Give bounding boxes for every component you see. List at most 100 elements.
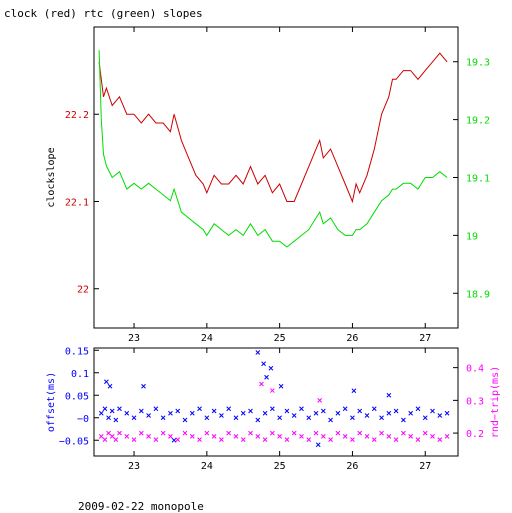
x-tick-label: 23	[128, 461, 140, 472]
point-offset	[313, 410, 319, 416]
y2-tick-label: 19.1	[466, 174, 490, 185]
point-offset	[107, 383, 113, 389]
series-line-rtc	[98, 50, 448, 248]
point-rndtrip	[306, 437, 312, 442]
point-offset	[104, 379, 109, 385]
point-rndtrip	[240, 437, 246, 442]
point-offset	[320, 408, 326, 414]
point-rndtrip	[342, 434, 348, 439]
point-rndtrip	[226, 430, 232, 436]
point-rndtrip	[211, 434, 217, 439]
point-offset	[364, 413, 370, 418]
point-rndtrip	[146, 434, 151, 439]
point-offset	[197, 406, 202, 412]
point-rndtrip	[270, 430, 275, 436]
point-offset	[117, 406, 122, 412]
x-tick-label: 24	[201, 333, 213, 344]
y-tick-label: 22.2	[65, 110, 89, 121]
point-offset	[379, 415, 384, 421]
point-rndtrip	[197, 437, 202, 442]
point-rndtrip	[284, 437, 290, 442]
point-offset	[168, 410, 173, 416]
point-offset	[109, 408, 115, 414]
point-rndtrip	[109, 434, 115, 439]
point-offset	[415, 406, 421, 412]
series-line-clock	[98, 52, 448, 204]
y-axis-label: clockslope	[46, 147, 57, 207]
y-tick-label: 0.1	[71, 369, 89, 380]
point-rndtrip	[259, 381, 264, 387]
point-rndtrip	[204, 430, 210, 436]
point-offset	[171, 437, 177, 443]
point-rndtrip	[437, 437, 443, 442]
point-offset	[175, 408, 181, 414]
y2-tick-label: 18.9	[466, 289, 490, 300]
point-offset	[408, 410, 414, 416]
point-rndtrip	[138, 430, 144, 436]
point-rndtrip	[160, 430, 166, 436]
x-tick-label: 25	[274, 333, 286, 344]
point-offset	[211, 408, 217, 414]
point-rndtrip	[317, 398, 323, 403]
point-rndtrip	[255, 434, 261, 439]
point-offset	[270, 406, 275, 412]
point-offset	[248, 408, 253, 414]
point-rndtrip	[248, 430, 253, 436]
y-tick-label: −0.05	[59, 436, 89, 447]
point-offset	[240, 410, 246, 416]
point-rndtrip	[379, 430, 384, 436]
point-offset	[299, 406, 304, 412]
point-rndtrip	[386, 434, 392, 439]
point-offset	[153, 406, 159, 412]
point-offset	[277, 415, 282, 421]
point-rndtrip	[182, 430, 188, 436]
point-offset	[255, 350, 261, 355]
point-offset	[226, 406, 232, 412]
point-offset	[141, 383, 146, 389]
point-rndtrip	[335, 430, 341, 436]
point-rndtrip	[415, 437, 421, 442]
point-offset	[386, 410, 392, 416]
point-offset	[335, 410, 341, 416]
plot-frame-0	[93, 26, 459, 329]
point-offset	[262, 410, 268, 416]
y-tick-label: 22.1	[65, 197, 89, 208]
point-offset	[255, 417, 261, 423]
point-rndtrip	[175, 437, 181, 442]
point-offset	[268, 365, 274, 371]
point-rndtrip	[328, 437, 333, 442]
point-rndtrip	[430, 434, 435, 439]
point-offset	[106, 415, 111, 421]
point-offset	[124, 410, 130, 416]
point-offset	[189, 410, 195, 416]
point-offset	[219, 413, 224, 418]
y2-tick-label: 19	[466, 231, 478, 242]
point-rndtrip	[350, 437, 355, 442]
point-offset	[233, 415, 239, 421]
point-rndtrip	[408, 434, 414, 439]
y-tick-label: −0	[77, 414, 89, 425]
point-rndtrip	[270, 388, 275, 393]
point-rndtrip	[106, 430, 111, 436]
point-offset	[350, 415, 355, 421]
x-tick-label: 27	[419, 461, 431, 472]
point-offset	[351, 388, 357, 394]
y2-axis-label: rnd−trip(ms)	[490, 366, 501, 438]
point-offset	[113, 417, 119, 423]
y2-tick-label: 19.3	[466, 58, 490, 69]
point-rndtrip	[401, 430, 406, 436]
footer-label: 2009-02-22 monopole	[78, 500, 204, 513]
point-offset	[261, 361, 266, 367]
point-rndtrip	[262, 437, 268, 442]
plot-frame-1	[93, 347, 459, 457]
point-rndtrip	[393, 437, 399, 442]
point-offset	[98, 410, 104, 416]
point-offset	[138, 408, 144, 414]
point-offset	[204, 415, 210, 421]
y2-tick-label: 19.2	[466, 116, 490, 127]
point-offset	[422, 415, 428, 421]
point-rndtrip	[371, 437, 377, 442]
x-tick-label: 27	[419, 333, 431, 344]
point-offset	[264, 374, 269, 380]
